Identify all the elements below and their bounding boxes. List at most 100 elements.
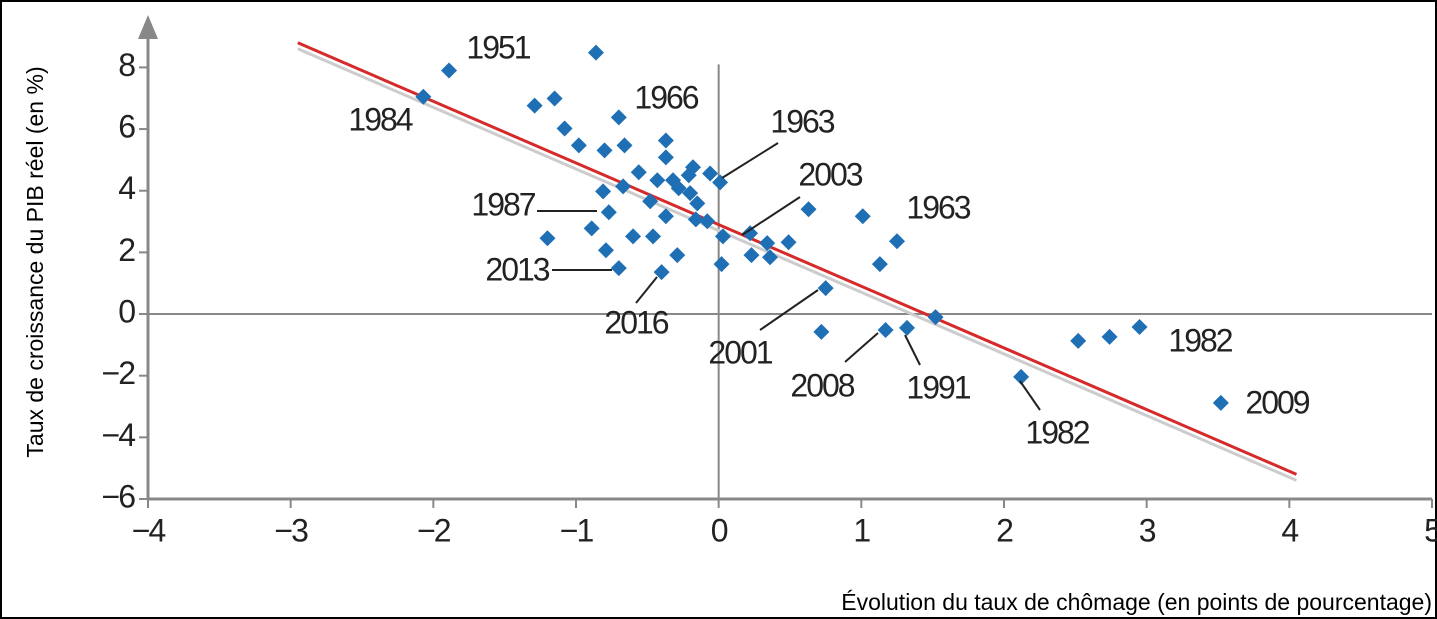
point	[546, 90, 563, 107]
point	[610, 109, 627, 126]
point	[556, 120, 573, 137]
annotation: 2013	[485, 251, 549, 287]
point	[657, 132, 674, 149]
trend-shadow	[297, 47, 1298, 482]
point	[927, 309, 944, 326]
leader-line	[721, 142, 779, 179]
point	[630, 164, 647, 181]
point	[743, 247, 760, 264]
y-tick-label: 4	[118, 170, 135, 206]
leader-line	[1019, 380, 1041, 411]
annotation: 1987	[471, 186, 535, 222]
annotation: 2009	[1245, 384, 1309, 420]
point	[713, 256, 730, 273]
annotation: 2016	[604, 304, 668, 340]
annotation: 1982	[1168, 322, 1232, 358]
point	[657, 208, 674, 225]
annotation: 2003	[798, 156, 862, 192]
point	[669, 247, 686, 264]
x-tick-label: −3	[274, 512, 308, 548]
y-tick-label: −2	[102, 355, 136, 391]
x-tick-label: 2	[996, 512, 1013, 548]
y-tick-label: 2	[118, 232, 135, 268]
annotation: 1991	[906, 369, 970, 405]
point	[714, 228, 731, 245]
point	[889, 233, 905, 250]
point	[1070, 332, 1087, 349]
y-tick-label: 0	[118, 293, 135, 329]
leader-line	[904, 334, 921, 366]
point	[759, 235, 776, 252]
point	[684, 159, 701, 176]
x-tick-label: 4	[1281, 512, 1298, 548]
annotation: 1984	[348, 101, 412, 137]
y-tick-label: −6	[102, 478, 136, 514]
point	[595, 183, 612, 200]
leader-line	[844, 332, 879, 363]
point	[616, 137, 633, 154]
point	[762, 249, 779, 266]
point	[600, 204, 617, 221]
point	[877, 322, 894, 339]
point	[898, 319, 915, 336]
x-axis-title: Évolution du taux de chômage (en points …	[841, 589, 1432, 615]
x-tick-label: −1	[560, 512, 594, 548]
point	[1131, 318, 1148, 335]
point	[539, 230, 556, 247]
point	[596, 142, 613, 159]
point	[742, 225, 759, 242]
annotation: 2001	[708, 334, 772, 370]
point	[526, 97, 543, 114]
point	[642, 193, 659, 210]
point	[441, 62, 458, 79]
point	[702, 165, 719, 182]
point	[687, 211, 704, 228]
y-axis-title: Taux de croissance du PIB réel (en %)	[22, 66, 48, 457]
point	[615, 178, 632, 195]
point	[570, 137, 587, 154]
point	[682, 185, 699, 202]
x-tick-label: 0	[711, 512, 728, 548]
point	[649, 172, 666, 189]
annotation: 1963	[770, 103, 834, 139]
point	[1013, 368, 1030, 385]
point	[712, 174, 729, 191]
point	[780, 234, 797, 251]
annotation: 1963	[906, 189, 970, 225]
x-tick-label: 1	[853, 512, 870, 548]
point	[415, 88, 432, 105]
point	[670, 180, 687, 197]
y-axis-arrow	[138, 15, 158, 39]
point	[699, 213, 716, 230]
point	[625, 228, 642, 245]
point	[689, 195, 706, 212]
point	[854, 208, 871, 225]
point	[653, 264, 670, 281]
leader-line	[759, 289, 819, 331]
point	[871, 256, 888, 273]
point	[1212, 394, 1229, 411]
annotation: 1966	[634, 79, 698, 115]
point	[610, 260, 627, 277]
leader-line	[635, 276, 658, 304]
y-tick-label: 6	[118, 109, 135, 145]
point	[645, 228, 662, 245]
point	[583, 220, 600, 237]
x-tick-label: 5	[1424, 512, 1437, 548]
x-tick-label: −4	[132, 512, 166, 548]
point	[1101, 328, 1118, 345]
point	[657, 149, 674, 166]
x-tick-label: 3	[1139, 512, 1156, 548]
y-tick-label: 8	[118, 47, 135, 83]
trend-line	[297, 41, 1298, 476]
point	[813, 323, 830, 340]
point	[817, 280, 834, 297]
y-tick-label: −4	[102, 417, 136, 453]
point	[800, 201, 817, 218]
point	[597, 242, 614, 259]
annotation: 1951	[466, 29, 530, 65]
leader-line	[741, 196, 801, 236]
x-tick-label: −2	[417, 512, 451, 548]
